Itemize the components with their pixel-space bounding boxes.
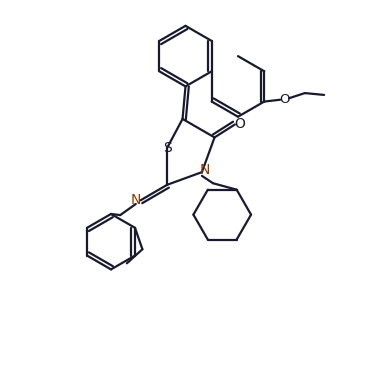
Text: S: S [163,141,171,155]
Text: O: O [279,93,290,106]
Text: N: N [131,193,141,207]
Text: N: N [200,163,210,177]
Text: O: O [234,118,246,131]
